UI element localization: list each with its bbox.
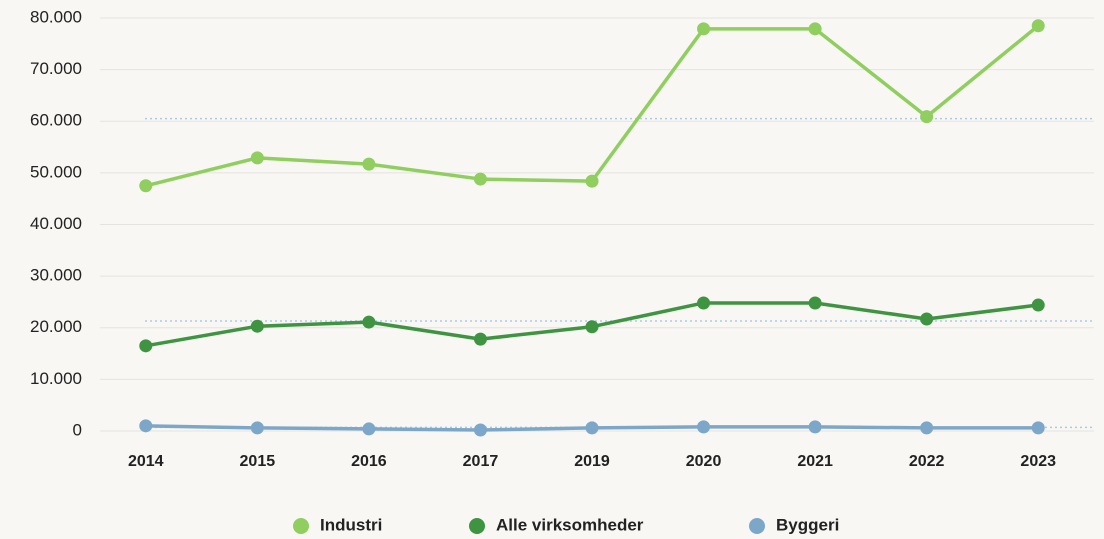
x-tick-label: 2014: [128, 453, 164, 470]
x-tick-label: 2020: [686, 453, 722, 470]
data-point: [920, 110, 934, 124]
y-tick-label: 60.000: [30, 111, 82, 130]
legend-swatch: [749, 518, 765, 534]
data-point: [473, 332, 487, 346]
data-point: [697, 22, 711, 36]
y-tick-label: 0: [73, 420, 82, 439]
data-point: [920, 312, 934, 326]
data-point: [1031, 298, 1045, 312]
data-point: [362, 422, 376, 436]
y-tick-label: 70.000: [30, 59, 82, 78]
data-point: [473, 423, 487, 437]
data-point: [250, 421, 264, 435]
data-point: [808, 22, 822, 36]
x-tick-label: 2023: [1020, 453, 1056, 470]
data-point: [808, 420, 822, 434]
data-point: [808, 296, 822, 310]
x-tick-label: 2019: [574, 453, 610, 470]
data-point: [139, 179, 153, 193]
x-tick-label: 2015: [240, 453, 276, 470]
y-tick-label: 30.000: [30, 266, 82, 285]
y-tick-label: 80.000: [30, 7, 82, 26]
legend-label: Byggeri: [776, 515, 839, 534]
data-point: [139, 339, 153, 353]
legend-swatch: [469, 518, 485, 534]
data-point: [697, 296, 711, 310]
data-point: [362, 157, 376, 171]
x-tick-label: 2016: [351, 453, 387, 470]
series-line: [145, 24, 1040, 188]
data-point: [697, 420, 711, 434]
legend: Industri Alle virksomheder Byggeri: [293, 515, 839, 534]
legend-item: Industri: [293, 515, 382, 534]
legend-label: Alle virksomheder: [496, 515, 644, 534]
y-tick-label: 10.000: [30, 369, 82, 388]
data-point: [920, 421, 934, 435]
x-tick-label: 2022: [909, 453, 945, 470]
data-point: [1031, 19, 1045, 33]
data-point: [585, 320, 599, 334]
data-point: [250, 151, 264, 165]
legend-item: Alle virksomheder: [469, 515, 644, 534]
data-point: [139, 419, 153, 433]
data-point: [1031, 421, 1045, 435]
legend-item: Byggeri: [749, 515, 839, 534]
data-point: [250, 319, 264, 333]
y-tick-label: 40.000: [30, 214, 82, 233]
data-point: [473, 172, 487, 186]
data-point: [585, 421, 599, 435]
legend-label: Industri: [320, 515, 382, 534]
x-tick-label: 2021: [797, 453, 833, 470]
data-point: [585, 174, 599, 188]
x-tick-label: 2017: [463, 453, 499, 470]
data-point: [362, 315, 376, 329]
y-tick-label: 50.000: [30, 162, 82, 181]
legend-swatch: [293, 518, 309, 534]
y-tick-label: 20.000: [30, 317, 82, 336]
